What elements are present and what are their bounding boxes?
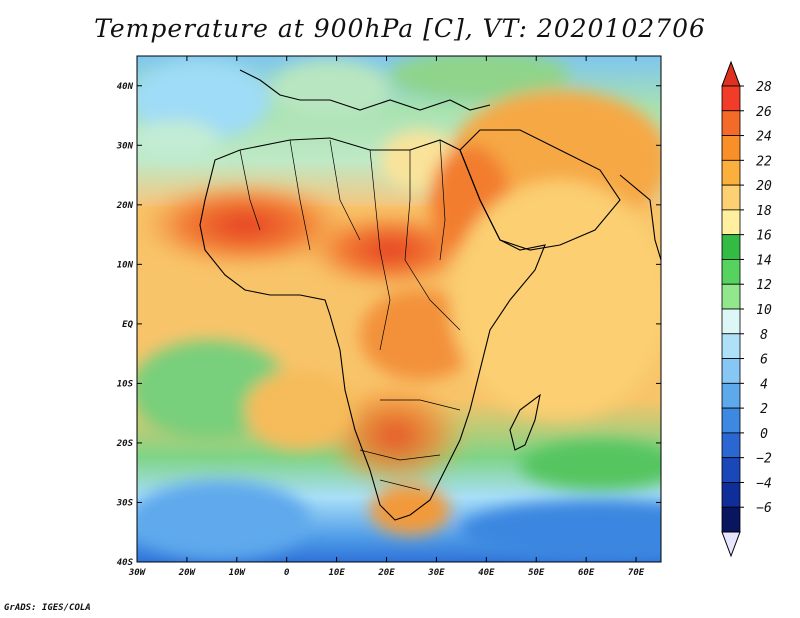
lat-tick-label: 20S [116,439,134,449]
lon-tick-label: 10W [229,568,247,578]
lon-tick-label: 20E [377,568,395,578]
lat-tick-label: 10N [117,260,134,270]
colorbar-swatch [721,209,741,236]
colorbar-swatch [721,135,741,161]
lon-tick-label: 70E [628,568,645,578]
colorbar-level-label: 16 [756,229,772,244]
colorbar-under-triangle [721,531,741,558]
colorbar-swatch [721,407,741,434]
colorbar-level-label: −2 [756,452,772,467]
lon-tick-label: 20W [178,568,197,578]
colorbar-swatch [721,184,741,211]
lat-tick-label: 10S [117,379,134,389]
colorbar-level-label: 10 [756,303,772,318]
lat-tick-label: 30N [116,141,134,151]
map-frame [136,55,662,563]
colorbar-level-label: 24 [756,130,772,145]
lat-tick-label: 40S [117,558,134,568]
grads-credit: GrADS: IGES/COLA [4,603,91,613]
colorbar-swatch [721,382,741,409]
colorbar-swatch [721,283,741,310]
colorbar-swatch [721,333,741,359]
colorbar-swatch [721,457,741,483]
colorbar-level-label: 2 [760,402,768,417]
colorbar-level-label: 20 [756,179,772,194]
colorbar-level-label: 8 [760,328,768,343]
colorbar-level-label: 4 [760,377,768,392]
colorbar-swatch [721,432,741,459]
lat-tick-label: 30S [116,498,134,508]
lon-tick-label: 50E [528,568,545,578]
colorbar-level-label: 0 [760,427,768,442]
colorbar-swatch [721,159,741,186]
colorbar-level-label: −6 [756,501,772,516]
colorbar-level-label: 6 [760,353,768,368]
lon-tick-label: 10E [328,568,345,578]
europe-coastline [239,69,491,111]
map-title: Temperature at 900hPa [C], VT: 202010270… [94,14,706,43]
colorbar-swatch [721,234,741,260]
colorbar-swatch [721,259,741,285]
lon-tick-label: 40E [478,568,495,578]
colorbar-swatch [721,358,741,384]
colorbar-level-label: 14 [756,253,772,268]
colorbar-level-label: 12 [756,278,772,293]
lon-tick-label: 30E [427,568,445,578]
inland-borders [239,139,461,491]
lat-tick-label: 40N [117,82,134,92]
colorbar-swatch [721,85,741,112]
colorbar-swatch [721,110,741,136]
lat-tick-label: 20N [116,201,134,211]
lon-tick-label: 60E [578,568,595,578]
india-coastline [619,174,661,261]
colorbar-level-label: 26 [756,105,772,120]
colorbar-swatch [721,308,741,335]
lon-tick-label: 0 [284,568,290,578]
colorbar-swatch [721,506,741,533]
colorbar-over-triangle [721,60,741,87]
temperature-field [137,56,661,562]
lat-tick-label: EQ [122,320,133,330]
arabia-coastline [459,129,621,251]
lon-tick-label: 30W [128,568,147,578]
colorbar-swatch [721,482,741,508]
colorbar-level-label: 22 [756,154,772,169]
africa-coastline [199,137,546,521]
madagascar-coastline [509,393,541,451]
colorbar-level-label: 18 [756,204,772,219]
axis-ticks: 30W 20W 10W 0 10E 20E 30E 40E 50E 60E 70E 40N 30N 20N… [116,56,661,578]
colorbar-level-label: −4 [756,476,772,491]
colorbar-level-label: 28 [756,80,772,95]
coastlines [199,69,661,521]
